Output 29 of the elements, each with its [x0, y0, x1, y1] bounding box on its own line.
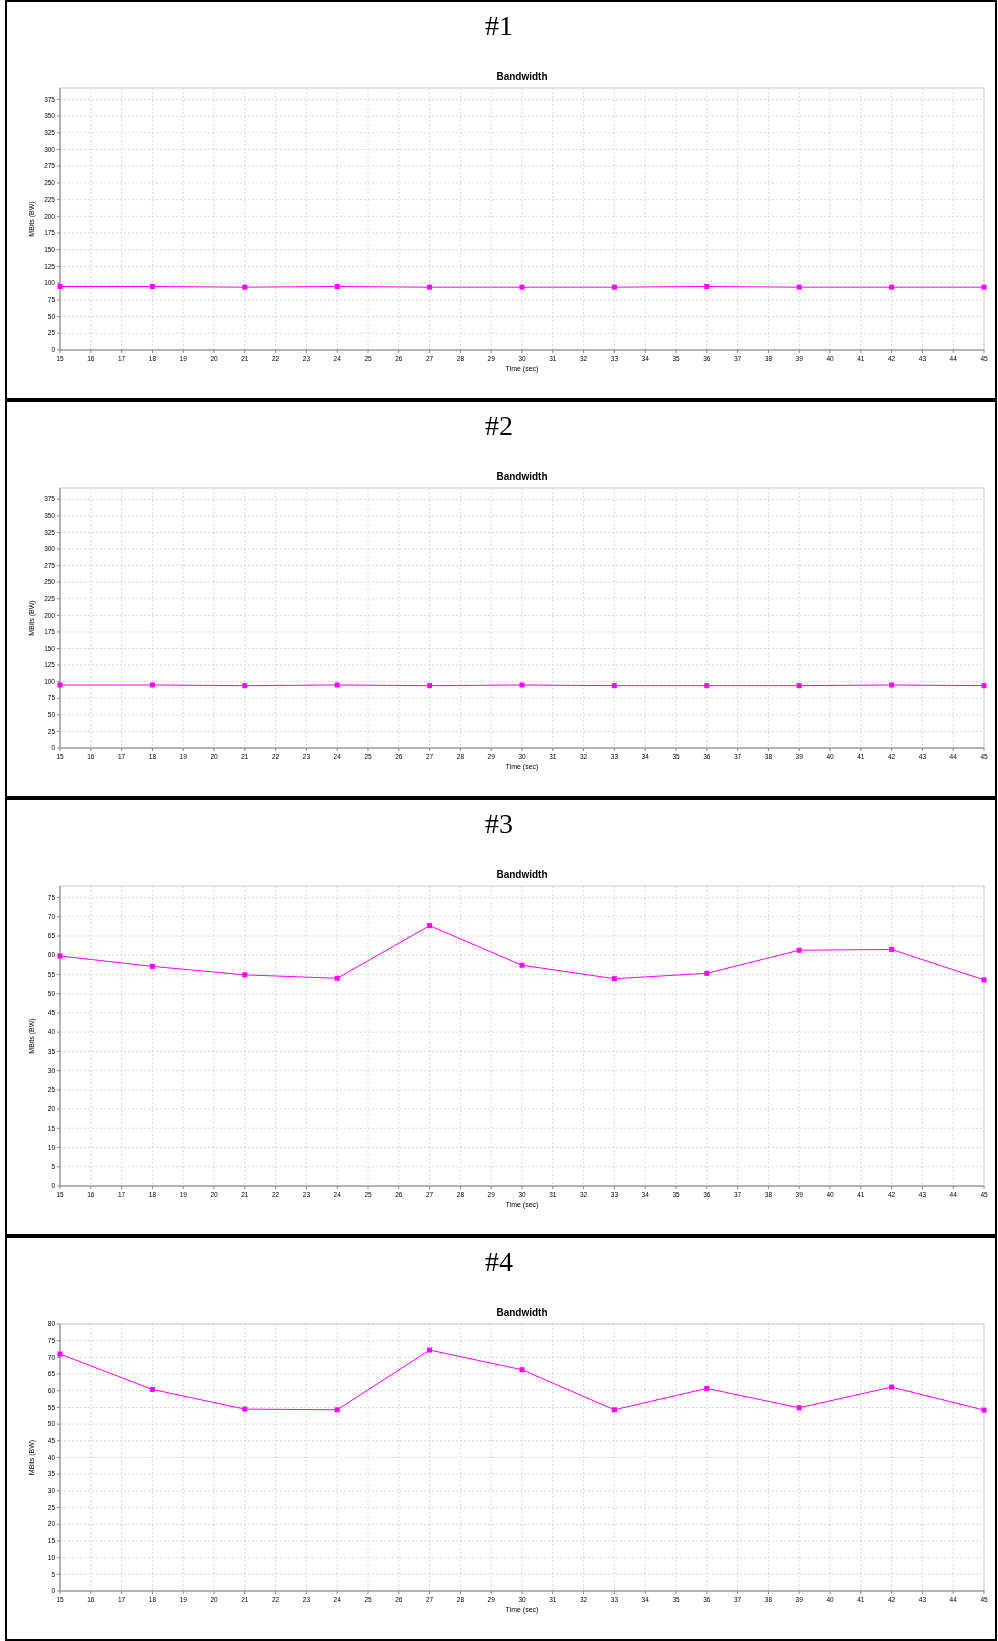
point: [889, 946, 895, 952]
chart-title: Bandwidth: [496, 1307, 548, 1318]
point: [334, 975, 340, 981]
point: [611, 1407, 617, 1413]
chart-title: Bandwidth: [496, 471, 548, 482]
point: [57, 1351, 63, 1357]
chart-title: Bandwidth: [496, 869, 548, 880]
point: [149, 1386, 155, 1392]
point: [981, 977, 987, 983]
text: #2: [485, 410, 513, 441]
text: #3: [485, 808, 513, 839]
point: [704, 1385, 710, 1391]
chart-title: Bandwidth: [496, 71, 548, 82]
point: [334, 1407, 340, 1413]
point: [704, 970, 710, 976]
text: #1: [485, 10, 513, 41]
text: #4: [485, 1246, 513, 1277]
point: [611, 976, 617, 982]
point: [427, 1347, 433, 1353]
point: [242, 972, 248, 978]
point: [796, 947, 802, 953]
point: [796, 1405, 802, 1411]
point: [519, 1367, 525, 1373]
point: [519, 962, 525, 968]
point: [242, 1406, 248, 1412]
point: [427, 923, 433, 929]
point: [889, 1384, 895, 1390]
point: [149, 963, 155, 969]
point: [981, 1407, 987, 1413]
